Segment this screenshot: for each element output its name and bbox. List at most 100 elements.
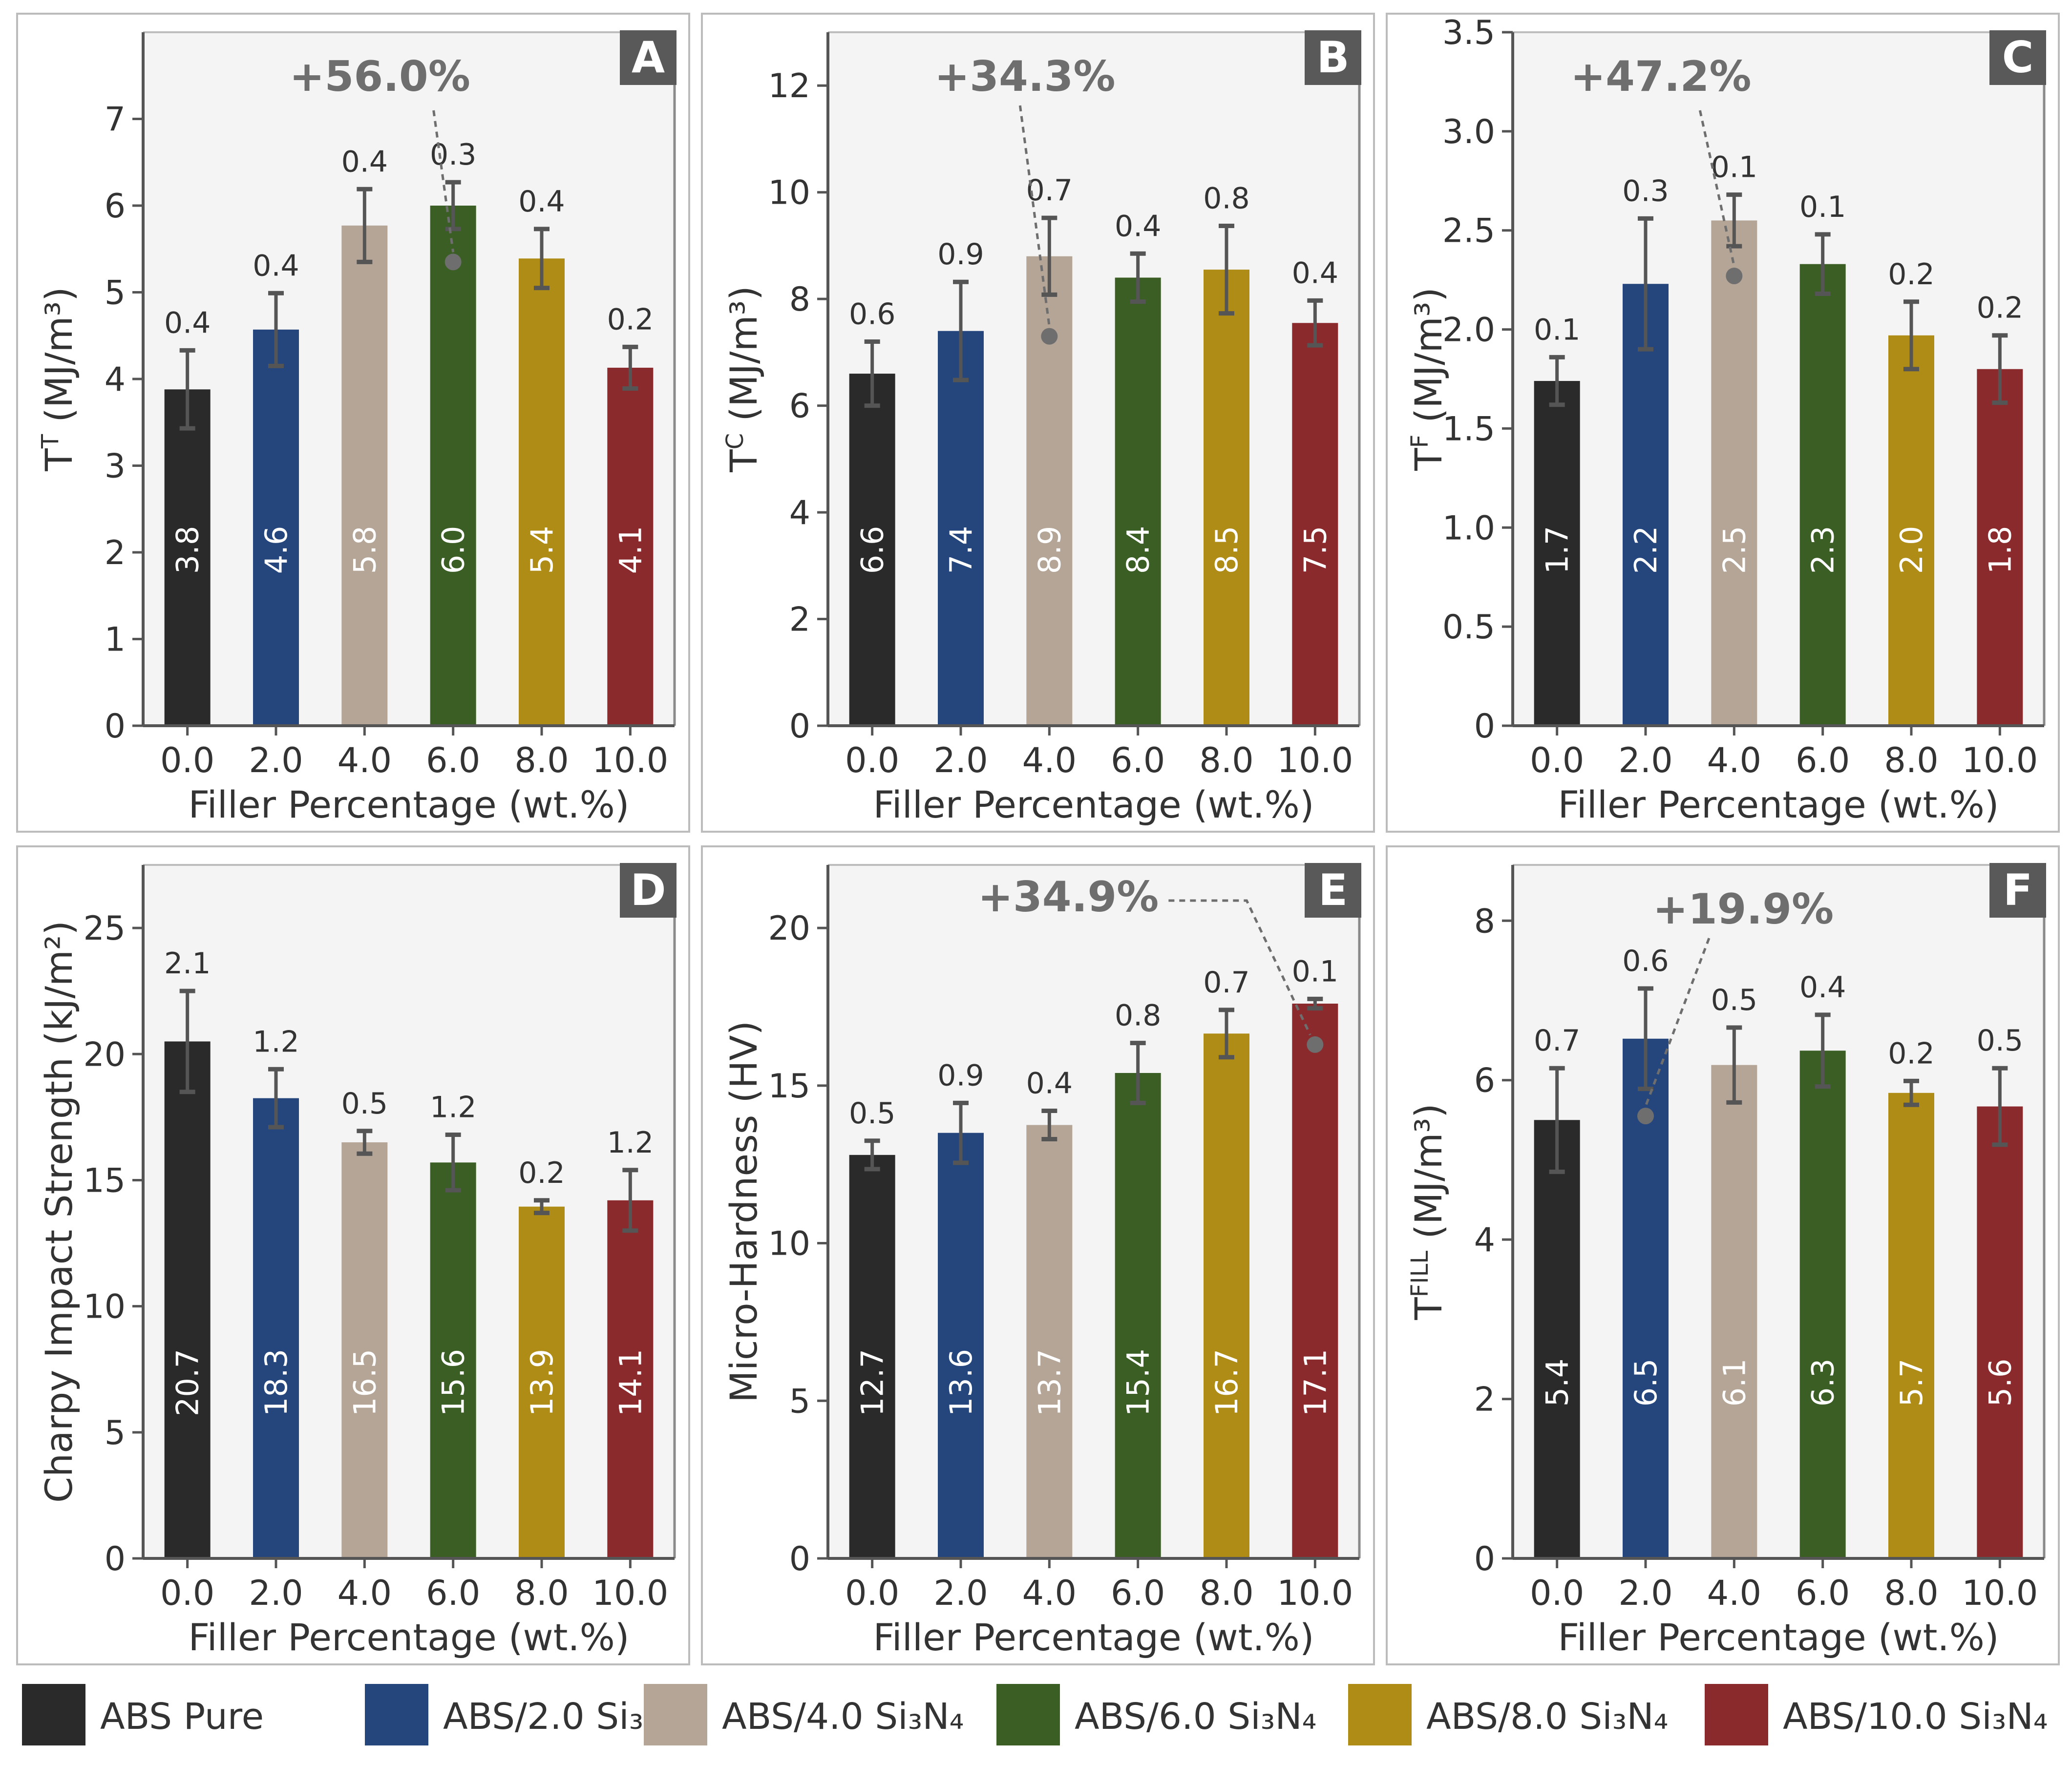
y-tick-label: 2 [789,601,810,639]
bar [1977,369,2023,726]
x-tick-label: 8.0 [1199,740,1253,780]
error-label: 0.4 [1799,970,1846,1005]
error-label: 0.4 [164,306,211,340]
x-tick-label: 10.0 [1962,1573,2038,1613]
y-axis-title-main: T [1407,448,1450,471]
y-axis-title: TT (MJ/m³) [37,287,81,471]
error-label: 1.2 [430,1091,476,1125]
panel-e: 0 5 10 15 20 12.7 0.5 0.0 13.6 0.9 2.0 13.7 0.4 4.0 15… [701,845,1375,1665]
y-tick-label: 5 [789,1382,810,1421]
y-tick-label: 5 [105,274,126,313]
bar [1888,335,1934,726]
legend-swatch [996,1684,1060,1745]
bar [164,389,211,726]
y-tick-label: 7 [105,101,126,139]
y-tick-label: 1 [105,621,126,659]
y-tick-label: 5 [105,1414,126,1452]
bar-value-label: 5.6 [1982,1359,2018,1407]
y-tick-label: 8 [1474,902,1495,941]
plot-area [1513,32,2044,726]
error-label: 0.8 [1115,999,1161,1033]
plot-area [143,865,675,1558]
error-label: 0.1 [1711,150,1757,185]
error-label: 0.7 [1534,1024,1580,1058]
error-label: 0.1 [1534,313,1580,347]
y-tick-label: 20 [768,909,810,948]
y-tick-label: 8 [789,280,810,319]
bar [1292,1004,1338,1558]
x-axis-title: Filler Percentage (wt.%) [873,783,1314,826]
bar-value-label: 3.8 [170,526,206,574]
bar-value-label: 8.9 [1032,526,1067,574]
y-axis-title: TC (MJ/m³) [721,286,765,473]
y-tick-label: 15 [768,1067,810,1106]
x-tick-label: 6.0 [426,1573,480,1613]
panel-letter: B [1316,32,1349,83]
error-label: 0.5 [341,1087,388,1121]
bar-value-label: 6.6 [855,526,890,574]
plot-area [143,32,675,726]
y-tick-label: 4 [789,494,810,532]
bar-value-label: 8.4 [1121,526,1156,574]
x-tick-label: 6.0 [1111,1573,1165,1613]
bar [849,374,895,726]
bar-value-label: 5.4 [1540,1359,1575,1407]
error-label: 0.6 [849,297,895,332]
bar-value-label: 4.6 [258,526,294,574]
y-tick-label: 1.5 [1442,410,1495,448]
bar-value-label: 2.0 [1894,526,1929,574]
y-tick-label: 4 [1474,1221,1495,1260]
error-label: 0.6 [1622,944,1669,978]
bar-value-label: 18.3 [258,1349,294,1416]
x-tick-label: 6.0 [1111,740,1165,780]
annotation-marker [1307,1036,1324,1053]
x-tick-label: 2.0 [249,740,303,780]
bar [1977,1106,2023,1558]
annotation-leader [432,110,455,252]
panel-d: 0 5 10 15 20 25 20.7 2.1 0.0 18.3 1.2 2.0 16.5 0.5 4.0… [16,845,690,1665]
error-label: 0.3 [1622,174,1669,208]
bar-value-label: 7.4 [943,526,979,574]
y-tick-label: 3.0 [1442,113,1495,151]
panel-b: 0246810126.60.60.07.40.92.08.90.74.08.40… [701,13,1375,833]
y-tick-label: 3 [105,447,126,486]
bar-value-label: 2.2 [1628,526,1664,574]
legend-label: ABS/4.0 Si₃N₄ [722,1696,964,1738]
legend-label: ABS/6.0 Si₃N₄ [1075,1696,1316,1738]
bar-value-label: 13.6 [943,1349,979,1416]
y-tick-label: 15 [83,1161,126,1200]
annotation-label: +19.9% [1653,885,1834,934]
x-axis-title: Filler Percentage (wt.%) [1558,783,1999,826]
y-tick-label: 0 [789,707,810,746]
x-tick-label: 4.0 [1022,740,1077,780]
bar-value-label: 13.7 [1032,1349,1067,1416]
bar [1534,381,1580,726]
error-label: 0.9 [937,237,984,272]
x-tick-label: 0.0 [845,740,899,780]
bar [1115,277,1161,726]
bar-value-label: 13.9 [524,1349,560,1416]
y-tick-label: 2.5 [1442,212,1495,251]
panel-badge [1989,863,2046,918]
legend: ABS Pure ABS/2.0 Si₃N₄ ABS/4.0 Si₃N₄ ABS/6.… [22,1684,2048,1745]
bar [253,1098,299,1558]
y-tick-label: 2 [105,534,126,572]
y-axis-title-main: T [37,448,81,472]
bar-value-label: 6.5 [1628,1359,1664,1407]
bar [1204,270,1249,726]
bar-value-label: 1.7 [1540,526,1575,574]
legend-swatch [365,1684,428,1745]
bar-value-label: 16.5 [347,1349,382,1416]
x-tick-label: 2.0 [1618,1573,1672,1613]
x-tick-label: 4.0 [338,1573,392,1613]
x-tick-label: 10.0 [592,740,668,780]
panel-badge [1305,30,1361,85]
y-axis-title-unit: (MJ/m³) [722,286,765,433]
bar-value-label: 2.3 [1805,526,1841,574]
bar [1115,1073,1161,1558]
bar [1292,323,1338,726]
error-label: 0.9 [937,1058,984,1093]
y-axis-title-main: T [1407,1297,1450,1321]
legend-swatch [1705,1684,1768,1745]
